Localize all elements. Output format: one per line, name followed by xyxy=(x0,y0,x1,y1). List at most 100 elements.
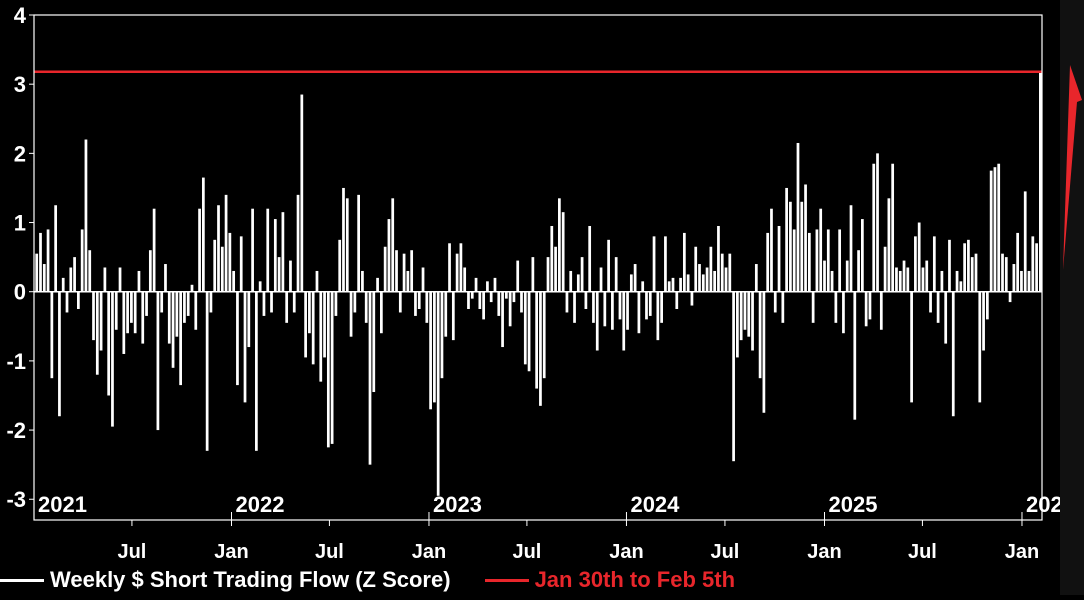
bar xyxy=(944,291,948,344)
bar xyxy=(99,291,103,351)
bar xyxy=(183,291,186,323)
bar xyxy=(664,236,667,292)
legend-label-series: Weekly $ Short Trading Flow (Z Score) xyxy=(50,567,451,592)
bar xyxy=(978,291,982,403)
bar xyxy=(164,264,167,292)
bar xyxy=(573,291,576,323)
bar xyxy=(800,201,804,292)
bar xyxy=(54,205,58,292)
bar xyxy=(762,291,766,413)
bar xyxy=(156,291,160,431)
bar xyxy=(974,253,978,292)
bar xyxy=(925,260,929,292)
bar xyxy=(266,208,270,292)
bar xyxy=(300,94,304,292)
bar xyxy=(542,291,546,379)
bar xyxy=(455,253,459,292)
bar xyxy=(148,250,152,292)
legend-swatch-series xyxy=(0,578,44,582)
bar xyxy=(853,291,857,420)
month-label: Jan xyxy=(609,541,643,563)
bar xyxy=(118,267,122,292)
bar xyxy=(368,291,372,465)
bar xyxy=(433,291,436,403)
legend-label-reference: Jan 30th to Feb 5th xyxy=(534,567,736,592)
bar xyxy=(648,291,652,316)
bar xyxy=(789,201,792,292)
bar xyxy=(1008,291,1012,303)
bar xyxy=(883,246,887,292)
bar xyxy=(770,208,773,292)
bar xyxy=(126,291,129,334)
bar xyxy=(914,236,917,292)
bar xyxy=(645,291,648,320)
bar xyxy=(152,208,156,292)
bar xyxy=(671,277,675,292)
month-label: Jul xyxy=(117,541,146,563)
bar xyxy=(258,281,262,292)
bar xyxy=(849,205,853,292)
bar xyxy=(713,270,717,292)
y-tick-label: 3 xyxy=(14,72,26,97)
bar xyxy=(482,291,485,320)
bar xyxy=(807,232,811,292)
bar xyxy=(554,246,557,292)
bar xyxy=(444,291,448,337)
bar xyxy=(1039,71,1042,292)
bar xyxy=(323,291,326,358)
bar xyxy=(940,270,944,292)
legend-item-reference: Jan 30th to Feb 5th xyxy=(484,567,736,593)
bar xyxy=(262,291,266,316)
bar xyxy=(391,198,395,292)
bar xyxy=(588,225,592,292)
bar xyxy=(834,291,838,323)
bar xyxy=(186,291,190,316)
bar xyxy=(103,267,107,292)
bar xyxy=(277,257,281,292)
bar xyxy=(243,291,247,403)
bar xyxy=(967,239,970,292)
bar xyxy=(80,229,84,292)
bar xyxy=(402,253,406,292)
y-tick-label: 1 xyxy=(14,211,26,236)
bar xyxy=(667,281,671,292)
bar xyxy=(69,267,73,292)
bar xyxy=(451,291,455,341)
bar xyxy=(160,291,164,313)
bar xyxy=(811,291,815,323)
bar xyxy=(766,232,770,292)
bar xyxy=(95,291,99,375)
bar xyxy=(1012,264,1016,292)
bar xyxy=(963,243,966,292)
bar xyxy=(349,291,353,337)
bar xyxy=(569,270,573,292)
axes-layer xyxy=(29,14,1043,526)
bar xyxy=(190,284,194,292)
bar xyxy=(595,291,599,351)
bar xyxy=(535,291,539,389)
bar xyxy=(270,291,273,313)
bar xyxy=(993,167,997,292)
bar xyxy=(285,291,289,323)
bar xyxy=(414,291,417,316)
bar xyxy=(842,291,845,334)
legend-swatch-reference xyxy=(484,578,529,582)
bar xyxy=(308,291,311,334)
chart-canvas: 4 3 2 1 0 -1 -2 -3 2021 2022 2023 2024 2025 202 Jul Jan… xyxy=(6,3,1060,563)
bar xyxy=(891,163,895,292)
bar xyxy=(520,291,523,313)
month-label: Jul xyxy=(315,541,344,563)
bar xyxy=(353,291,357,313)
bar xyxy=(917,222,921,292)
bar xyxy=(656,291,660,341)
bar xyxy=(576,274,580,292)
bar xyxy=(739,291,743,341)
bar xyxy=(694,246,698,292)
bar xyxy=(690,291,694,306)
bar xyxy=(660,291,663,323)
bar xyxy=(436,291,440,496)
bar xyxy=(107,291,111,396)
bar xyxy=(539,291,542,406)
upward-arrow-icon xyxy=(1063,65,1082,270)
bar xyxy=(39,232,42,292)
